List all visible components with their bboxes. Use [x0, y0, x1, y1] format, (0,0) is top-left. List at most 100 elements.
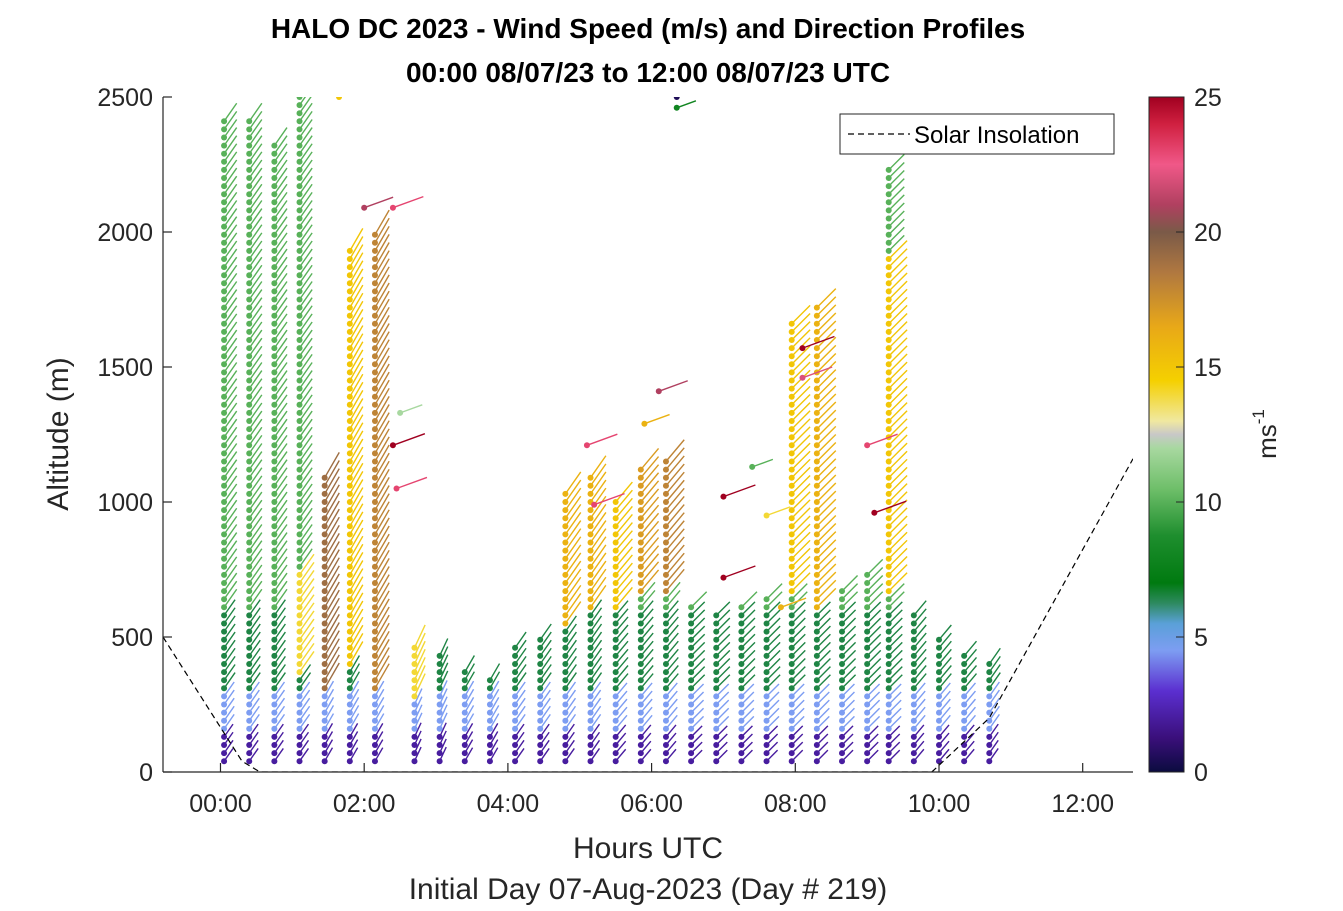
legend-label: Solar Insolation — [914, 122, 1079, 149]
wind-barb-shaft — [564, 639, 577, 657]
wind-barb-shaft — [766, 583, 783, 600]
wind-barb-point — [346, 539, 353, 546]
wind-barb-point — [813, 434, 820, 441]
wind-barb-shaft — [766, 625, 781, 641]
wind-barb-point — [271, 628, 278, 635]
wind-barb-point — [562, 571, 569, 578]
wind-barb-shaft — [374, 477, 390, 503]
wind-barb-point — [612, 547, 619, 554]
wind-barb-point — [371, 742, 378, 748]
wind-barb-point — [296, 620, 303, 627]
wind-barb-shaft — [324, 638, 340, 665]
wind-barb-shaft — [223, 475, 238, 495]
wind-barb-point — [788, 320, 795, 327]
wind-barb-shaft — [791, 547, 811, 568]
wind-barb-point — [587, 644, 594, 651]
wind-barb-point — [321, 563, 328, 570]
wind-barb-point — [612, 580, 619, 586]
wind-barb-point — [221, 450, 228, 457]
wind-barb-point — [713, 758, 720, 765]
wind-barb-point — [839, 750, 845, 757]
wind-barb-shaft — [349, 252, 364, 276]
wind-barb-point — [346, 636, 353, 643]
wind-barb-shaft — [866, 433, 898, 446]
wind-barb-shaft — [766, 666, 781, 681]
wind-barb-point — [512, 685, 519, 692]
wind-barb-point — [221, 296, 228, 303]
wind-barb-point — [688, 733, 695, 740]
wind-barb-point — [321, 725, 328, 732]
wind-barb-point — [763, 742, 770, 748]
wind-barb-shaft — [816, 296, 837, 317]
wind-barb-point — [612, 758, 619, 765]
wind-barb-shaft — [374, 639, 390, 665]
wind-barb-point — [486, 750, 493, 757]
wind-barb-shaft — [298, 224, 313, 244]
wind-barb-shaft — [248, 532, 263, 552]
wind-barb-shaft — [564, 479, 582, 503]
wind-barb-point — [271, 482, 278, 489]
wind-barb-point — [813, 701, 820, 708]
wind-barb-point — [738, 717, 745, 724]
wind-barb-shaft — [273, 491, 288, 511]
wind-barb-shaft — [640, 464, 660, 487]
wind-barb-point — [271, 636, 278, 643]
wind-barb-point — [436, 652, 443, 659]
wind-barb-shaft — [298, 540, 313, 560]
wind-barb-shaft — [298, 321, 313, 341]
wind-barb-point — [221, 725, 228, 732]
wind-barb-shaft — [298, 97, 307, 106]
wind-barb-shaft — [374, 420, 390, 446]
wind-barb-point — [246, 742, 253, 748]
wind-barb-point — [936, 750, 942, 757]
wind-barb-shaft — [324, 573, 340, 600]
wind-barb-point — [813, 466, 820, 473]
wind-barb-point — [885, 328, 892, 335]
wind-barb-shaft — [589, 536, 607, 560]
wind-barb-shaft — [298, 651, 315, 673]
wind-barb-shaft — [866, 617, 882, 633]
wind-barb-point — [346, 531, 353, 538]
wind-barb-point — [813, 644, 820, 651]
wind-barb-shaft — [248, 647, 261, 665]
wind-barb-point — [371, 758, 378, 765]
wind-barb-point — [271, 677, 278, 684]
wind-barb-shaft — [816, 587, 837, 608]
wind-barb-point — [839, 725, 845, 732]
wind-barb-point — [587, 661, 594, 667]
wind-barb-point — [910, 636, 917, 643]
wind-barb-point — [346, 628, 353, 635]
wind-barb-shaft — [273, 216, 288, 236]
wind-barb-point — [587, 750, 594, 757]
wind-barb-point — [271, 191, 278, 198]
wind-barb-point — [738, 693, 745, 700]
wind-barb-shaft — [665, 504, 685, 527]
wind-barb-point — [562, 628, 569, 635]
wind-barb-shaft — [298, 594, 315, 616]
wind-barb-point — [296, 296, 303, 303]
wind-barb-point — [296, 466, 303, 473]
wind-barb-shaft — [413, 648, 426, 673]
wind-barb-point — [763, 620, 770, 627]
wind-barb-point — [271, 612, 278, 619]
wind-barb-shaft — [273, 362, 288, 381]
wind-barb-point — [221, 644, 228, 651]
wind-barb-point — [296, 328, 303, 335]
wind-barb-point — [246, 693, 253, 700]
wind-barb-shaft — [374, 485, 390, 511]
wind-barb-shaft — [539, 664, 552, 681]
y-tick-label: 1500 — [97, 354, 153, 382]
wind-barb-shaft — [640, 640, 654, 657]
wind-barb-point — [910, 725, 917, 732]
wind-barb-shaft — [888, 515, 908, 535]
wind-barb-point — [321, 661, 328, 667]
wind-barb-point — [321, 628, 328, 635]
wind-barb-point — [885, 652, 892, 659]
wind-barb-point — [813, 604, 820, 611]
wind-barb-shaft — [374, 298, 390, 325]
wind-barb-point — [910, 709, 917, 716]
wind-barb-point — [562, 758, 569, 765]
wind-barb-point — [296, 247, 303, 254]
wind-barb-point — [788, 547, 795, 554]
wind-barb-point — [221, 418, 228, 424]
